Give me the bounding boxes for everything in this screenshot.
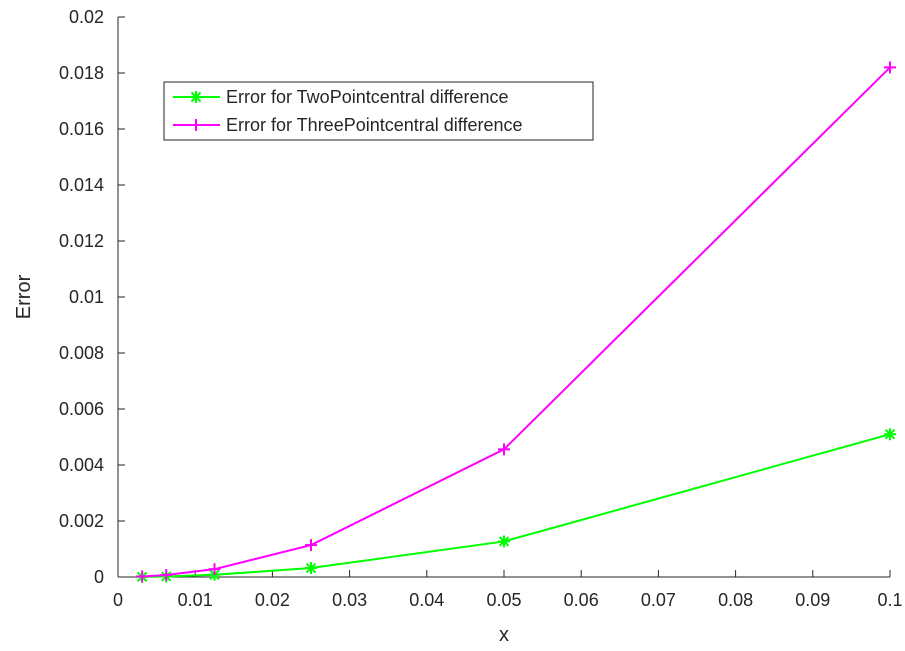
y-axis-title: Error: [13, 274, 35, 319]
x-tick-label: 0.01: [178, 590, 213, 610]
x-tick-label: 0: [113, 590, 123, 610]
series-layer: [136, 61, 896, 583]
y-tick-label: 0.012: [59, 231, 104, 251]
legend: Error for TwoPointcentral difference Erro…: [163, 81, 594, 141]
x-tick-label: 0.1: [877, 590, 902, 610]
data-point-series-2: [498, 443, 510, 456]
legend-label: Error for ThreePointcentral difference: [226, 115, 522, 135]
y-tick-label: 0.004: [59, 455, 104, 475]
data-point-series-1: [498, 535, 510, 548]
y-tick-label: 0.02: [69, 7, 104, 27]
x-tick-label: 0.04: [409, 590, 444, 610]
x-tick-label: 0.02: [255, 590, 290, 610]
x-tick-label: 0.05: [486, 590, 521, 610]
y-tick-label: 0.008: [59, 343, 104, 363]
x-tick-label: 0.08: [718, 590, 753, 610]
y-tick-label: 0.01: [69, 287, 104, 307]
y-tick-label: 0.018: [59, 63, 104, 83]
x-tick-label: 0.09: [795, 590, 830, 610]
legend-box: [163, 81, 594, 141]
data-point-series-2: [884, 61, 896, 74]
legend-entry: Error for TwoPointcentral difference: [173, 87, 508, 107]
data-point-series-2: [208, 563, 221, 576]
y-tick-label: 0.002: [59, 511, 104, 531]
x-axis-title: x: [499, 624, 509, 646]
legend-label: Error for TwoPointcentral difference: [226, 87, 508, 107]
axes: 0 0.01 0.02 0.03 0.04 0.05 0.06 0.07 0.08 0.09 0.1…: [59, 7, 903, 610]
x-tick-label: 0.06: [564, 590, 599, 610]
data-point-series-1: [305, 562, 317, 575]
x-tick-label: 0.03: [332, 590, 367, 610]
y-tick-label: 0.006: [59, 399, 104, 419]
data-point-series-2: [305, 539, 317, 552]
y-tick-label: 0.014: [59, 175, 104, 195]
y-tick-label: 0.016: [59, 119, 104, 139]
y-tick-label: 0: [94, 567, 104, 587]
asterisk-marker: [190, 91, 202, 103]
plus-marker: [190, 119, 202, 131]
data-point-series-1: [884, 428, 896, 441]
legend-entry: Error for ThreePointcentral difference: [173, 115, 522, 135]
data-point-series-2: [136, 570, 149, 583]
x-tick-label: 0.07: [641, 590, 676, 610]
data-point-series-2: [160, 569, 173, 582]
